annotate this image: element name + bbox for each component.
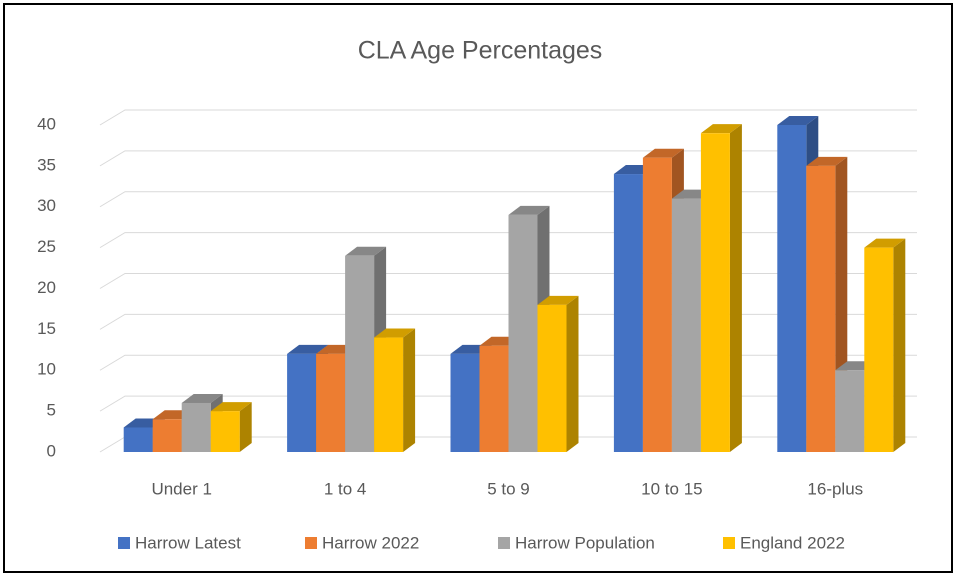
bar-front [642,157,672,452]
bar-front [123,427,153,452]
y-tick-label: 40 [37,114,56,133]
bar-front [700,133,730,453]
y-tick-label: 30 [37,196,56,215]
y-tick-label: 15 [37,319,56,338]
bar-front [508,214,538,452]
bar-front [345,255,375,452]
bar-front [613,174,643,453]
bar-side [566,295,579,452]
bar [864,238,906,452]
bar-front [537,304,567,452]
bar-top [210,402,252,412]
bar-side [893,238,906,452]
bar-top [864,238,906,248]
legend-label: England 2022 [740,533,845,552]
bar-front [835,370,865,452]
bar-top [806,156,848,166]
y-tick-label: 0 [47,441,56,460]
bar-side [403,328,416,452]
chart-title: CLA Age Percentages [358,37,603,65]
bar-top [777,116,819,125]
x-tick-label: 16-plus [807,479,863,498]
bar-top [345,246,387,256]
bar-top [700,124,742,134]
x-tick-label: Under 1 [151,479,211,498]
bar-front [316,353,346,452]
y-tick-label: 5 [47,401,56,420]
bar [210,402,252,452]
bar-top [374,328,416,338]
legend-label: Harrow 2022 [322,533,419,552]
legend-swatch [305,537,317,549]
legend-label: Harrow Population [515,533,655,552]
x-tick-label: 5 to 9 [487,479,530,498]
y-tick-label: 35 [37,155,56,174]
bar-front [287,353,317,452]
bar-top [287,344,329,354]
legend-swatch [723,537,735,549]
bar-front [864,247,894,452]
bar-side [239,402,252,452]
bar-front [671,198,701,452]
bar-front [806,165,836,452]
bar-top [508,205,550,215]
bar-top [537,295,579,305]
x-tick-label: 10 to 15 [641,479,702,498]
y-tick-label: 10 [37,360,56,379]
bar-front [479,345,509,452]
y-tick-label: 25 [37,237,56,256]
bar-front [450,353,480,452]
bar-side [729,124,742,453]
bar [806,156,848,452]
y-tick-label: 20 [37,278,56,297]
bar-front [181,402,211,452]
grid-line [99,109,917,126]
bar-front [374,337,404,452]
bar-top [181,393,223,403]
legend-swatch [498,537,510,549]
bar [700,124,742,453]
bar-front [210,411,240,452]
bar-front [777,125,807,452]
legend-swatch [118,537,130,549]
bar [537,295,579,452]
x-tick-label: 1 to 4 [324,479,367,498]
bar [374,328,416,452]
bar-top [642,148,684,158]
bar-front [152,419,182,452]
legend-label: Harrow Latest [135,533,241,552]
